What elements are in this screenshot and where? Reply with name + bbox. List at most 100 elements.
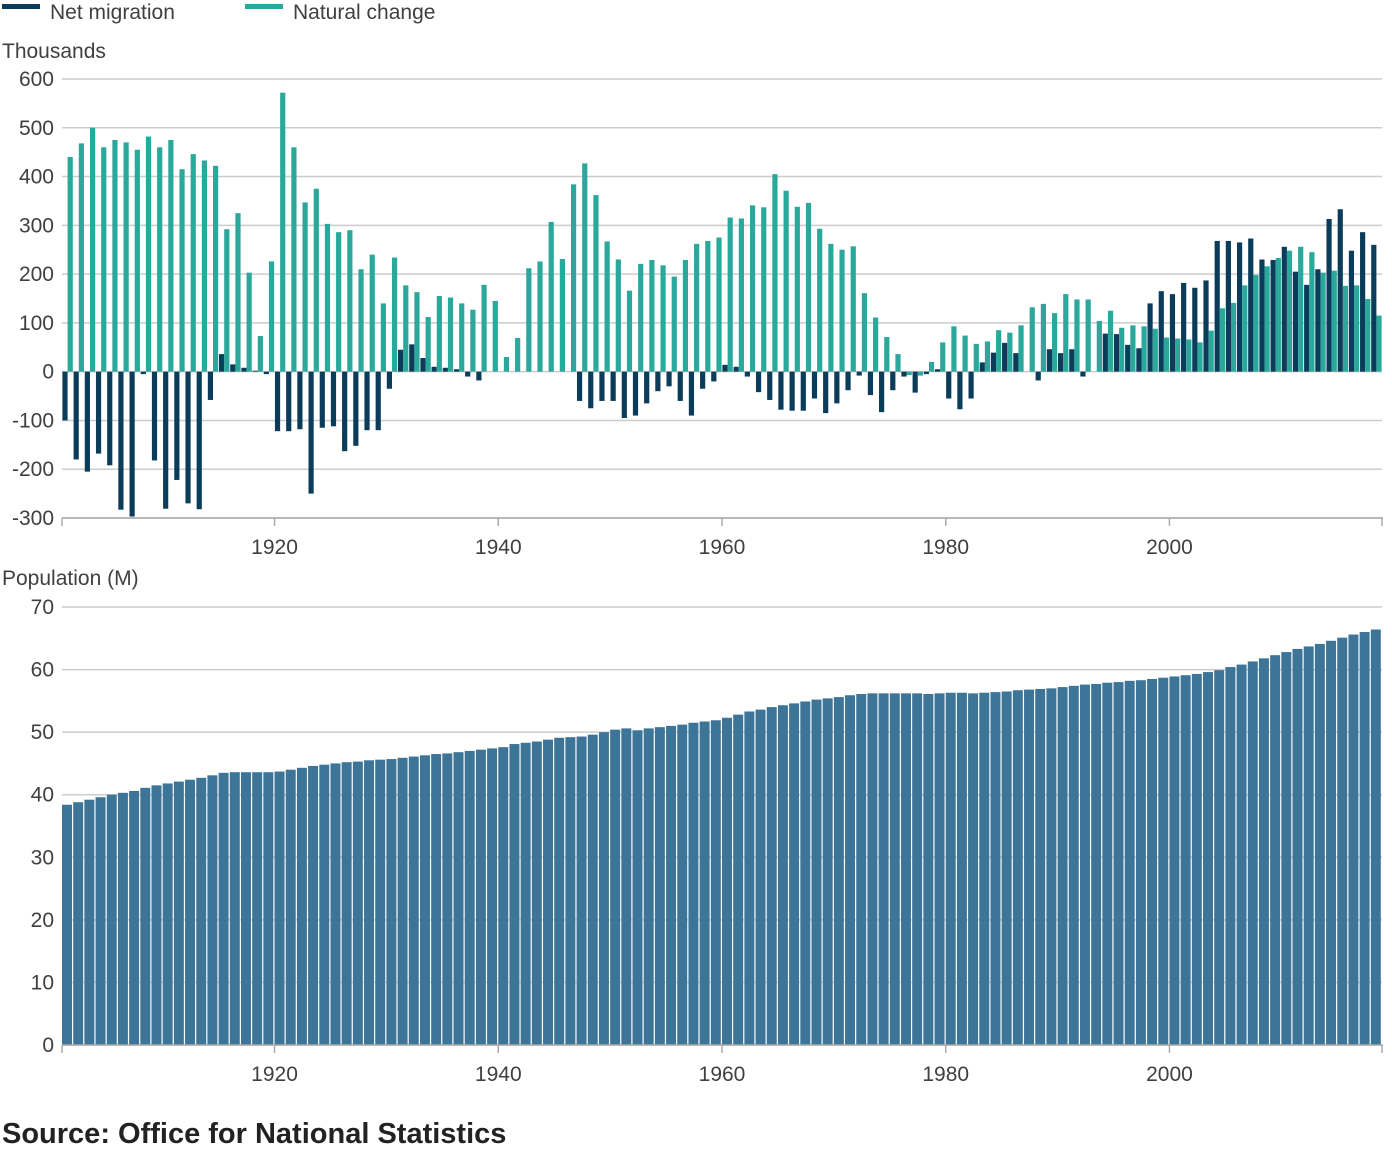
population-bar <box>1102 682 1113 1045</box>
population-bar <box>185 779 196 1045</box>
net-migration-bar <box>241 367 247 372</box>
net-migration-bar <box>677 371 683 401</box>
legend-swatch-natural-change <box>245 4 283 9</box>
population-bar <box>979 692 990 1045</box>
population-bar <box>800 701 811 1045</box>
net-migration-bar <box>219 354 225 372</box>
population-bar <box>833 697 844 1045</box>
population-bar <box>419 755 430 1045</box>
net-migration-bar <box>1102 333 1108 372</box>
population-bar <box>196 777 207 1045</box>
population-bar <box>453 752 464 1045</box>
population-bar <box>777 705 788 1045</box>
natural-change-bar <box>1286 250 1293 372</box>
population-bar <box>207 775 218 1045</box>
population-bar <box>1236 664 1247 1045</box>
natural-change-bar <box>694 243 700 372</box>
top-y-tick-label: -100 <box>12 409 54 432</box>
population-bar <box>274 771 285 1045</box>
population-bar <box>531 741 542 1045</box>
natural-change-bar <box>895 354 901 372</box>
natural-change-bar <box>168 139 174 372</box>
population-bar <box>1348 634 1359 1045</box>
natural-change-bar <box>1376 315 1382 372</box>
population-bar <box>1068 685 1079 1045</box>
population-bar <box>699 721 710 1045</box>
population-bar <box>1024 689 1035 1045</box>
top-y-tick-label: 600 <box>19 68 54 91</box>
natural-change-bar <box>503 357 510 372</box>
population-bar <box>610 729 621 1045</box>
net-migration-bar <box>1225 240 1231 372</box>
population-bar <box>867 693 878 1045</box>
natural-change-bar <box>1141 326 1147 372</box>
population-bar <box>766 707 777 1045</box>
net-migration-bar <box>767 371 773 400</box>
net-migration-bar <box>308 371 314 494</box>
bottom-y-tick-label: 40 <box>31 784 54 807</box>
net-migration-bar <box>476 371 482 381</box>
net-migration-bar <box>286 371 292 432</box>
net-migration-bar <box>1158 291 1164 372</box>
natural-change-bar <box>470 309 476 372</box>
net-migration-bar <box>644 371 650 404</box>
net-migration-bar <box>330 371 337 427</box>
natural-change-bar <box>1342 285 1349 372</box>
net-migration-bar <box>1046 349 1052 372</box>
net-migration-bar <box>196 371 202 510</box>
natural-change-bar <box>828 243 834 372</box>
population-bar <box>554 737 565 1045</box>
net-migration-bar <box>655 371 661 392</box>
bottom-y-tick-label: 0 <box>42 1034 54 1057</box>
population-bar <box>375 759 386 1045</box>
population-bar <box>1035 688 1046 1045</box>
natural-change-bar <box>1119 327 1125 372</box>
population-bar <box>73 802 84 1045</box>
population-bar <box>129 790 140 1045</box>
natural-change-bar <box>850 246 856 372</box>
population-bar <box>1158 677 1169 1045</box>
natural-change-bar <box>257 336 263 372</box>
natural-change-bar <box>459 303 465 372</box>
natural-change-bar <box>213 165 219 372</box>
natural-change-bar <box>1275 258 1281 372</box>
population-bar <box>565 737 576 1045</box>
population-bar <box>1225 667 1236 1045</box>
net-migration-bar <box>1125 344 1131 372</box>
natural-change-bar <box>861 293 868 372</box>
natural-change-bar <box>839 249 845 372</box>
net-migration-bar <box>666 371 672 387</box>
population-bar <box>733 714 744 1045</box>
net-migration-bar <box>73 371 79 460</box>
population-bar <box>1147 678 1158 1045</box>
source-note: Source: Office for National Statistics <box>2 1118 507 1150</box>
net-migration-bar <box>1192 287 1198 372</box>
net-migration-bar <box>867 371 874 396</box>
natural-change-bar <box>1242 285 1248 372</box>
population-bar <box>1079 684 1090 1045</box>
natural-change-bar <box>1007 332 1013 372</box>
bottom-y-tick-label: 10 <box>31 971 54 994</box>
natural-change-bar <box>526 268 532 372</box>
legend-swatch-net-migration <box>2 4 40 9</box>
natural-change-bar <box>1107 310 1114 372</box>
natural-change-bar <box>772 174 778 372</box>
natural-change-bar <box>805 202 812 372</box>
population-bar <box>677 724 688 1045</box>
net-migration-bar <box>1281 246 1287 372</box>
natural-change-bar <box>1130 325 1136 372</box>
bottom-x-tick-label: 2000 <box>1146 1063 1193 1086</box>
net-migration-bar <box>353 371 359 446</box>
net-migration-bar <box>420 358 426 372</box>
net-migration-bar <box>163 371 169 509</box>
net-migration-bar <box>755 371 762 393</box>
population-bar <box>1091 683 1102 1045</box>
natural-change-bar <box>392 257 398 372</box>
population-bar <box>1247 661 1258 1045</box>
net-migration-bar <box>957 371 963 410</box>
population-bar <box>1169 676 1180 1045</box>
net-migration-bar <box>62 371 68 421</box>
natural-change-bar <box>224 229 230 372</box>
net-migration-bar <box>879 371 885 413</box>
population-bar <box>1359 632 1370 1045</box>
